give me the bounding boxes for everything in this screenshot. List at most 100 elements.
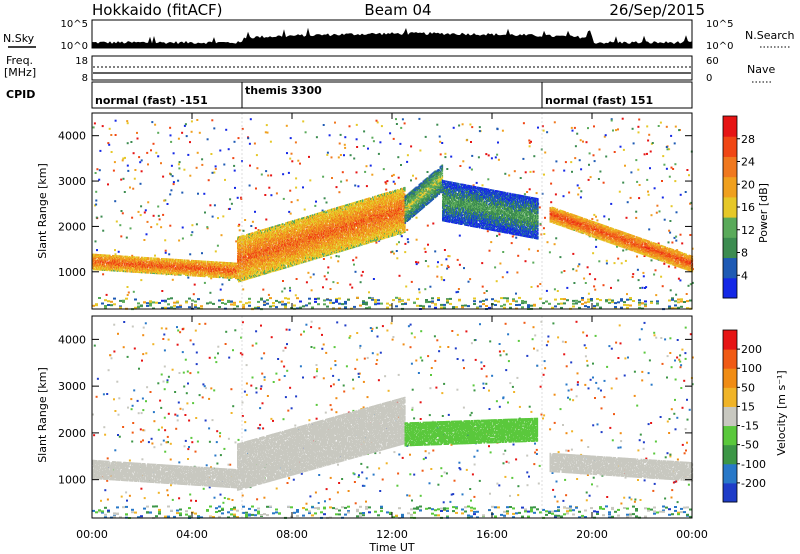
ground-cell [443,304,446,306]
ground-cell [641,302,644,304]
scatter-cell [153,143,155,145]
ground-cell [161,300,164,302]
scatter-cell [350,154,352,156]
ground-cell [599,307,602,309]
scatter-cell [666,126,668,128]
scatter-cell [162,176,164,178]
ground-cell [224,303,227,305]
ground-cell [149,300,152,302]
scatter-cell [233,165,235,167]
scatter-cell [580,168,582,170]
scatter-cell [621,262,623,264]
scatter-cell [157,132,159,134]
ground-cell [494,300,497,302]
ground-cell [677,301,680,303]
ground-cell [326,306,329,308]
ground-cell [221,299,224,301]
scatter-cell [583,278,585,280]
scatter-cell [447,265,449,267]
scatter-cell [138,211,140,213]
ground-cell [608,299,611,301]
ground-cell [446,302,449,304]
ground-cell [434,303,437,305]
scatter-cell [675,294,677,296]
scatter-cell [572,253,574,255]
ground-cell [170,306,173,308]
scatter-cell [427,244,429,246]
scatter-cell [570,161,572,163]
scatter-cell [594,289,596,291]
ground-cell [326,299,329,301]
scatter-cell [642,272,644,274]
ground-cell [308,302,311,304]
ground-cell [359,305,362,307]
nsky-tick-low: 10^0 [61,41,88,52]
scatter-cell [394,183,396,185]
ground-cell [95,303,98,305]
scatter-cell [191,131,193,133]
scatter-cell [635,211,637,213]
ground-cell [272,302,275,304]
scatter-cell [256,154,258,156]
ground-cell [329,299,332,301]
ground-cell [338,298,341,300]
scatter-cell [391,251,393,253]
freq-strip: Freq. [MHz] 18 8 60 0 Nave [4,54,775,84]
scatter-cell [666,168,668,170]
scatter-cell [648,228,650,230]
scatter-cell [647,140,649,142]
scatter-cell [444,153,446,155]
ground-cell [194,304,197,306]
scatter-cell [337,282,339,284]
ground-cell [308,298,311,300]
scatter-cell [676,211,678,213]
ground-cell [557,303,560,305]
ground-cell [101,303,104,305]
scatter-cell [244,219,246,221]
ground-cell [542,302,545,304]
ground-cell [449,303,452,305]
ground-cell [503,307,506,309]
ground-cell [563,302,566,304]
ground-cell [506,300,509,302]
ground-cell [515,304,518,306]
ground-cell [194,301,197,303]
ground-cell [605,299,608,301]
ground-cell [371,299,374,301]
ground-cell [248,301,251,303]
scatter-cell [655,294,657,296]
ground-cell [245,302,248,304]
ground-cell [560,303,563,305]
ground-cell [446,300,449,302]
scatter-cell [651,259,653,261]
ground-cell [629,305,632,307]
ground-cell [314,298,317,300]
ground-cell [485,305,488,307]
scatter-cell [133,291,135,293]
scatter-cell [385,181,387,183]
nsky-tick-high: 10^5 [61,19,88,30]
scatter-cell [469,278,471,280]
scatter-cell [389,132,391,134]
scatter-cell [326,154,328,156]
scatter-cell [138,156,140,158]
scatter-cell [134,169,136,171]
scatter-cell [401,235,403,237]
ground-cell [518,304,521,306]
scatter-cell [191,120,193,122]
ground-cell [374,303,377,305]
scatter-cell [177,180,179,182]
scatter-cell [459,264,461,266]
ground-cell [137,302,140,304]
ground-cell [407,299,410,301]
ground-cell [233,304,236,306]
ground-cell [341,303,344,305]
scatter-cell [114,249,116,251]
scatter-cell [565,161,567,163]
ground-cell [563,298,566,300]
scatter-cell [517,255,519,257]
nsearch-tick-low: 10^0 [706,41,733,52]
scatter-cell [108,144,110,146]
scatter-cell [375,242,377,244]
scatter-cell [561,271,563,273]
